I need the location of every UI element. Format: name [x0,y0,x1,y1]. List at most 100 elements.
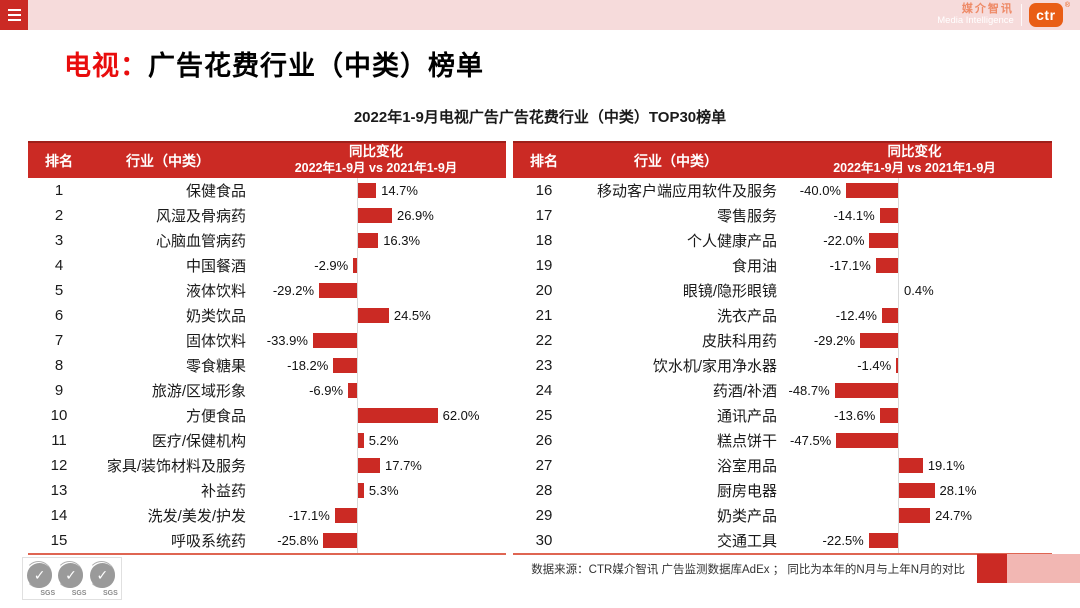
rank-cell: 1 [54,182,64,199]
table-row: 18 个人健康产品 -22.0% [513,228,1052,253]
rank-cell: 10 [50,407,68,424]
industry-label: 浴室用品 [716,458,777,475]
rank-cell: 14 [50,507,68,524]
industry-label: 奶类饮品 [185,308,246,325]
change-value: -14.1% [833,208,875,223]
change-value: -40.0% [799,183,841,198]
rank-cell: 7 [54,332,64,349]
table-row: 3 心脑血管病药 16.3% [28,228,506,253]
industry-label: 皮肤科用药 [701,333,777,350]
rank-cell: 12 [50,457,68,474]
industry-label: 眼镜/隐形眼镜 [682,283,777,300]
industry-label: 心脑血管病药 [155,233,246,250]
change-bar [880,408,898,423]
title-highlight: 电视： [64,51,148,81]
change-bar [879,208,898,223]
brand-divider [1020,4,1022,26]
industry-label: 洗发/美发/护发 [147,508,246,525]
rank-cell: 4 [54,257,64,274]
change-value: -17.1% [288,508,330,523]
table-row: 8 零食糖果 -18.2% [28,353,506,378]
change-bar [357,433,364,448]
change-bar [875,258,898,273]
table-row: 13 补益药 5.3% [28,478,506,503]
industry-label: 补益药 [200,483,246,500]
change-value: -33.9% [266,333,308,348]
change-value: -29.2% [813,333,856,348]
sgs-logo: ✓ SGS [25,560,55,597]
table-header: 排名 行业（中类） 同比变化 2022年1-9月 vs 2021年1-9月 [513,141,1052,178]
change-value: 62.0% [442,408,480,423]
rank-cell: 21 [535,307,553,324]
table-row: 5 液体饮料 -29.2% [28,278,506,303]
change-bar [846,183,898,198]
change-bar [334,508,357,523]
change-value: -6.9% [309,383,344,398]
industry-label: 厨房电器 [716,483,777,500]
change-value: -22.0% [823,233,865,248]
rank-cell: 25 [535,407,553,424]
change-value: 19.1% [927,458,965,473]
change-value: 24.5% [393,308,431,323]
industry-label: 中国餐酒 [185,258,246,275]
change-bar [357,483,364,498]
change-value: -13.6% [834,408,876,423]
table-header: 排名 行业（中类） 同比变化 2022年1-9月 vs 2021年1-9月 [28,141,506,178]
table-row: 10 方便食品 62.0% [28,403,506,428]
industry-header: 行业（中类） [634,152,718,169]
industry-label: 洗衣产品 [716,308,777,325]
source-note: 数据来源：CTR媒介智讯 广告监测数据库AdEx ； 同比为本年的N月与上年N月… [531,564,965,576]
table-row: 21 洗衣产品 -12.4% [513,303,1052,328]
table-row: 19 食用油 -17.1% [513,253,1052,278]
brand-cn-label: 媒介智讯 [961,3,1014,16]
brand-logo: 媒介智讯 Media Intelligence ctr ® [937,0,1080,30]
table-row: 17 零售服务 -14.1% [513,203,1052,228]
change-bar [348,383,357,398]
rank-cell: 23 [535,357,553,374]
table-row: 2 风湿及骨病药 26.9% [28,203,506,228]
table-row: 24 药酒/补酒 -48.7% [513,378,1052,403]
industry-label: 食用油 [731,258,777,275]
industry-label: 医疗/保健机构 [151,433,246,450]
table-row: 23 饮水机/家用净水器 -1.4% [513,353,1052,378]
change-value: 17.7% [385,458,422,473]
rank-header: 排名 [530,152,558,169]
rank-cell: 3 [54,232,64,249]
table-row: 26 糕点饼干 -47.5% [513,428,1052,453]
table-body: 16 移动客户端应用软件及服务 -40.0% 17 零售服务 -14.1% 18 个人健康产品… [513,178,1052,555]
change-bar [353,258,357,273]
industry-label: 移动客户端应用软件及服务 [596,183,777,200]
rank-cell: 24 [535,382,553,399]
rank-cell: 28 [535,482,553,499]
change-value: -48.7% [788,383,830,398]
change-bar [860,333,898,348]
table-row: 22 皮肤科用药 -29.2% [513,328,1052,353]
rank-cell: 5 [54,282,64,299]
table-row: 14 洗发/美发/护发 -17.1% [28,503,506,528]
menu-button[interactable] [0,0,28,30]
change-bar [834,383,898,398]
rank-cell: 26 [535,432,553,449]
rank-cell: 18 [535,232,553,249]
change-bar [898,483,935,498]
zero-axis [357,178,358,553]
title-rest: 广告花费行业（中类）榜单 [148,51,484,81]
industry-label: 药酒/补酒 [712,383,777,400]
ctr-logo: ctr [1028,3,1063,27]
industry-label: 通讯产品 [716,408,777,425]
table-row: 7 固体饮料 -33.9% [28,328,506,353]
change-value: -1.4% [857,358,892,373]
change-value: -25.8% [277,533,319,548]
change-bar [898,458,923,473]
page-title: 电视：广告花费行业（中类）榜单 [64,44,484,83]
change-value: -12.4% [835,308,877,323]
zero-axis [898,178,899,553]
rank-cell: 20 [535,282,553,299]
table-row: 27 浴室用品 19.1% [513,453,1052,478]
table-row: 9 旅游/区域形象 -6.9% [28,378,506,403]
table-row: 12 家具/装饰材料及服务 17.7% [28,453,506,478]
industry-label: 固体饮料 [185,333,246,350]
change-value: 24.7% [935,508,972,523]
industry-label: 糕点饼干 [716,433,777,450]
change-value: -29.2% [272,283,315,298]
